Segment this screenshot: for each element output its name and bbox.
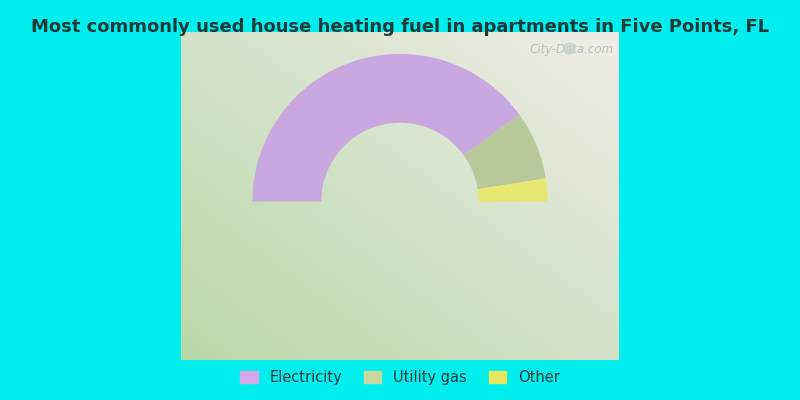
Wedge shape — [478, 178, 547, 202]
Wedge shape — [464, 115, 546, 189]
Text: Most commonly used house heating fuel in apartments in Five Points, FL: Most commonly used house heating fuel in… — [31, 18, 769, 36]
Wedge shape — [253, 54, 519, 202]
Text: City-Data.com: City-Data.com — [529, 43, 613, 56]
Legend: Electricity, Utility gas, Other: Electricity, Utility gas, Other — [234, 364, 566, 391]
